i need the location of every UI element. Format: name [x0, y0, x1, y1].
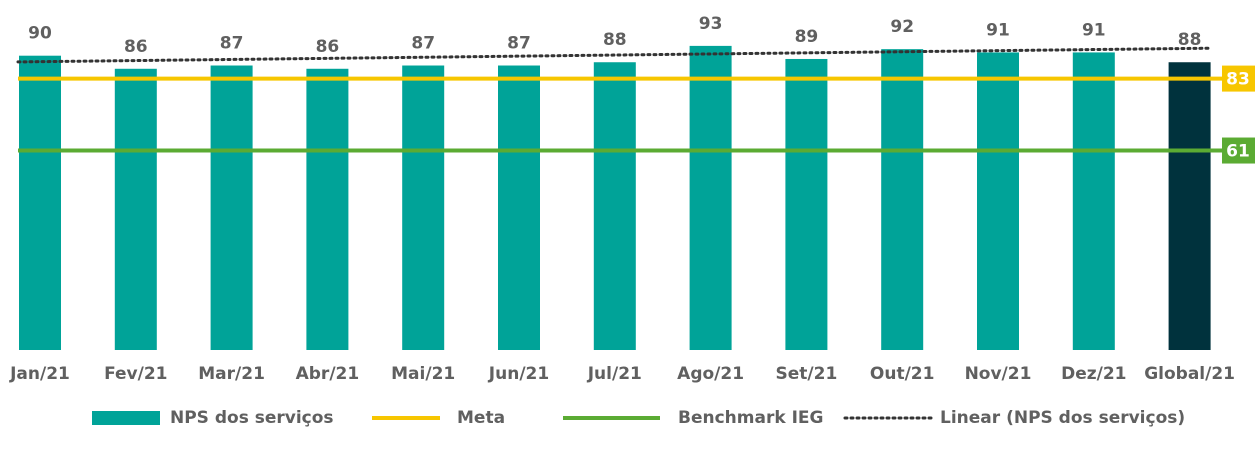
data-label: 87	[507, 34, 531, 54]
bar	[1168, 62, 1211, 351]
bar	[498, 65, 540, 350]
data-label: 86	[124, 37, 148, 57]
x-tick-label: Abr/21	[296, 364, 360, 384]
data-label: 91	[986, 20, 1010, 40]
data-label: 87	[411, 34, 435, 54]
x-tick-label: Jan/21	[9, 364, 70, 384]
x-tick-label: Fev/21	[104, 364, 167, 384]
bar	[689, 45, 732, 350]
x-tick-label: Jun/21	[488, 364, 549, 384]
bar	[977, 52, 1019, 351]
reference-label: 61	[1226, 142, 1250, 162]
x-tick-label: Ago/21	[677, 364, 744, 384]
reference-label-box	[1222, 65, 1255, 92]
bar	[19, 55, 61, 350]
data-label: 91	[1082, 20, 1106, 40]
reference-label-box	[1222, 137, 1255, 164]
trendline	[16, 46, 1214, 64]
bar	[593, 62, 636, 351]
data-label: 92	[890, 17, 914, 37]
x-tick-label: Dez/21	[1061, 364, 1126, 384]
data-label: 90	[28, 24, 52, 44]
bar	[306, 68, 349, 350]
bar	[785, 58, 828, 350]
x-tick-label: Global/21	[1144, 364, 1235, 384]
x-tick-label: Mai/21	[391, 364, 455, 384]
data-label: 86	[316, 37, 340, 57]
legend-label: NPS dos serviços	[170, 408, 334, 428]
x-tick-label: Out/21	[870, 364, 935, 384]
bar	[881, 49, 924, 350]
legend-label: Linear (NPS dos serviços)	[940, 408, 1185, 428]
data-label: 93	[699, 14, 723, 34]
data-label: 88	[603, 30, 627, 50]
bar	[210, 65, 253, 350]
data-label: 89	[795, 27, 819, 47]
x-tick-label: Set/21	[776, 364, 838, 384]
x-tick-label: Mar/21	[198, 364, 265, 384]
bar	[402, 65, 445, 350]
bar	[114, 68, 157, 350]
reference-label: 83	[1226, 70, 1250, 90]
data-label: 87	[220, 34, 244, 54]
x-tick-label: Nov/21	[965, 364, 1032, 384]
x-tick-label: Jul/21	[587, 364, 642, 384]
legend-label: Meta	[457, 408, 505, 428]
legend-swatch	[92, 411, 160, 425]
legend-label: Benchmark IEG	[678, 408, 823, 428]
bar	[1072, 52, 1115, 351]
data-label: 88	[1178, 30, 1202, 50]
